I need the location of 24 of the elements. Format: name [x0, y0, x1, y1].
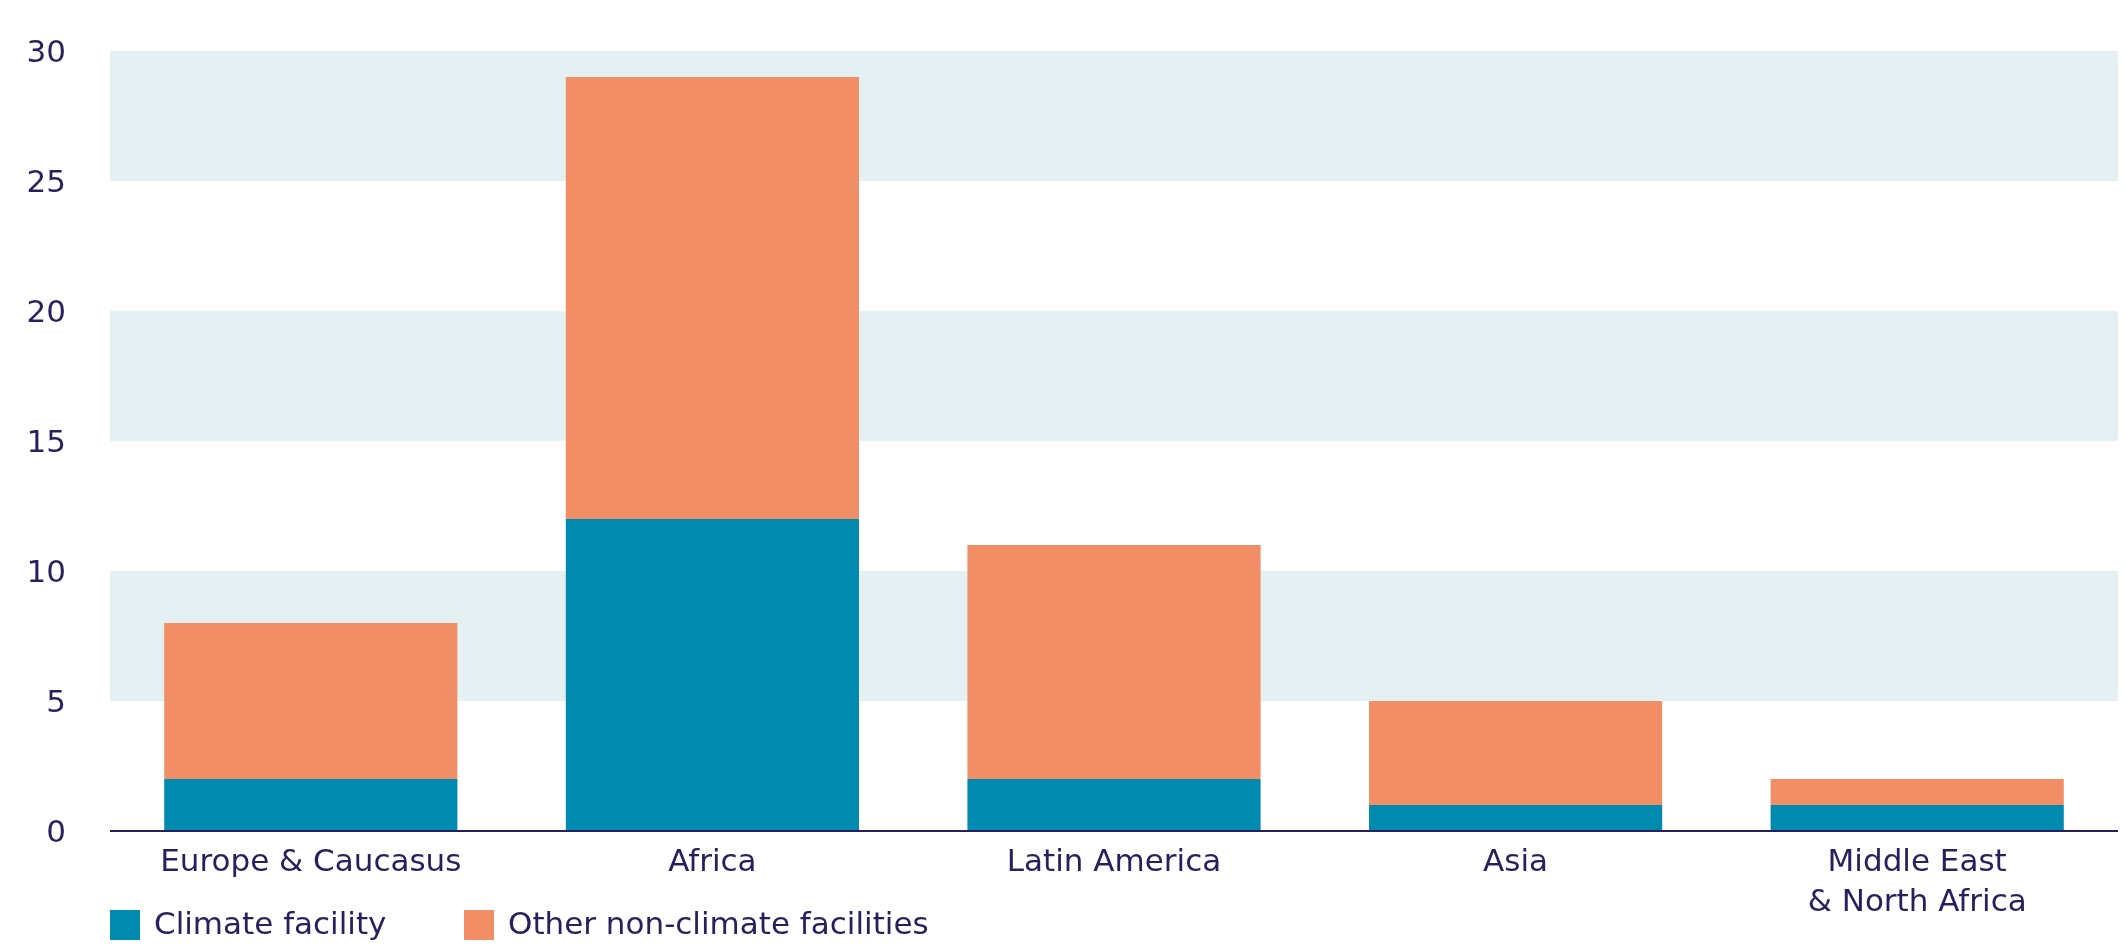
bar [967, 779, 1261, 831]
y-tick-label: 20 [26, 292, 66, 329]
bar [164, 779, 458, 831]
bar [565, 77, 859, 519]
bar [164, 623, 458, 779]
y-tick-label: 0 [46, 812, 66, 849]
x-tick-label: Middle East & North Africa [1807, 842, 2027, 918]
x-tick-label: Asia [1483, 842, 1549, 878]
bar [967, 545, 1261, 779]
bar [1770, 805, 2064, 831]
bar [565, 519, 859, 831]
legend-label: Climate facility [154, 905, 387, 941]
y-tick-label: 30 [26, 32, 66, 69]
y-tick-label: 15 [26, 422, 66, 459]
y-tick-label: 25 [26, 162, 66, 199]
bar [1369, 805, 1663, 831]
x-tick-label: Latin America [1006, 842, 1222, 878]
bar [1369, 701, 1663, 805]
x-tick-label: Africa [668, 842, 757, 878]
y-tick-label: 10 [26, 552, 66, 589]
x-tick-label: Europe & Caucasus [160, 842, 462, 878]
legend-label: Other non-climate facilities [508, 905, 929, 941]
bar [1770, 779, 2064, 805]
y-tick-label: 5 [46, 682, 66, 719]
